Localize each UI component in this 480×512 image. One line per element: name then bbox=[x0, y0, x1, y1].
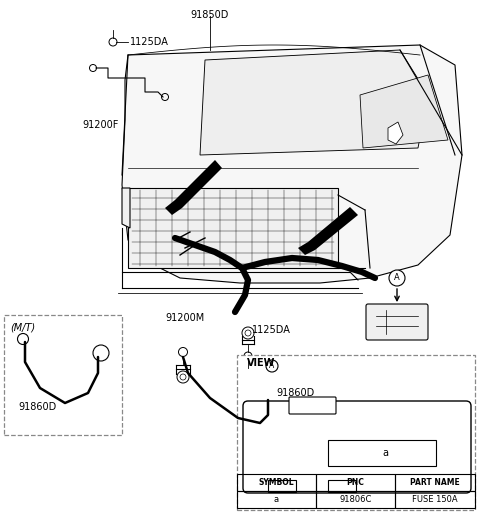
Bar bbox=[395, 491, 475, 508]
Text: 91860D: 91860D bbox=[18, 402, 56, 412]
Text: a: a bbox=[382, 448, 388, 458]
FancyBboxPatch shape bbox=[237, 355, 475, 510]
Bar bbox=[328, 480, 356, 492]
Text: 91200F: 91200F bbox=[82, 120, 119, 130]
Text: A: A bbox=[269, 361, 275, 371]
FancyBboxPatch shape bbox=[366, 304, 428, 340]
FancyBboxPatch shape bbox=[243, 401, 471, 493]
Polygon shape bbox=[388, 122, 403, 144]
Circle shape bbox=[93, 345, 109, 361]
Text: A: A bbox=[394, 273, 400, 283]
Bar bbox=[316, 491, 395, 508]
Text: 91200M: 91200M bbox=[165, 313, 204, 323]
Polygon shape bbox=[298, 207, 358, 255]
Circle shape bbox=[179, 348, 188, 356]
Polygon shape bbox=[122, 45, 462, 283]
Text: FUSE 150A: FUSE 150A bbox=[412, 495, 458, 504]
Text: PART NAME: PART NAME bbox=[410, 478, 460, 487]
Bar bbox=[237, 491, 316, 508]
Polygon shape bbox=[360, 75, 448, 148]
Polygon shape bbox=[165, 160, 222, 215]
Circle shape bbox=[244, 352, 252, 360]
Circle shape bbox=[259, 389, 275, 405]
Text: SYMBOL: SYMBOL bbox=[259, 478, 294, 487]
Bar bbox=[395, 474, 475, 491]
Text: VIEW: VIEW bbox=[247, 358, 276, 368]
Bar bbox=[328, 440, 436, 466]
Bar bbox=[237, 474, 316, 491]
Circle shape bbox=[266, 360, 278, 372]
Polygon shape bbox=[122, 188, 130, 228]
Circle shape bbox=[109, 38, 117, 46]
Bar bbox=[268, 480, 296, 492]
Text: 1125DA: 1125DA bbox=[252, 325, 291, 335]
Bar bbox=[316, 474, 395, 491]
Text: PNC: PNC bbox=[347, 478, 364, 487]
Circle shape bbox=[17, 333, 28, 345]
Text: (M/T): (M/T) bbox=[10, 322, 35, 332]
Text: 91806C: 91806C bbox=[339, 495, 372, 504]
Text: 91860D: 91860D bbox=[276, 388, 314, 398]
Circle shape bbox=[389, 270, 405, 286]
Polygon shape bbox=[128, 188, 338, 268]
Text: a: a bbox=[274, 495, 279, 504]
Text: 91850D: 91850D bbox=[191, 10, 229, 20]
Polygon shape bbox=[200, 50, 428, 155]
FancyBboxPatch shape bbox=[289, 397, 336, 414]
Text: 1125DA: 1125DA bbox=[130, 37, 169, 47]
